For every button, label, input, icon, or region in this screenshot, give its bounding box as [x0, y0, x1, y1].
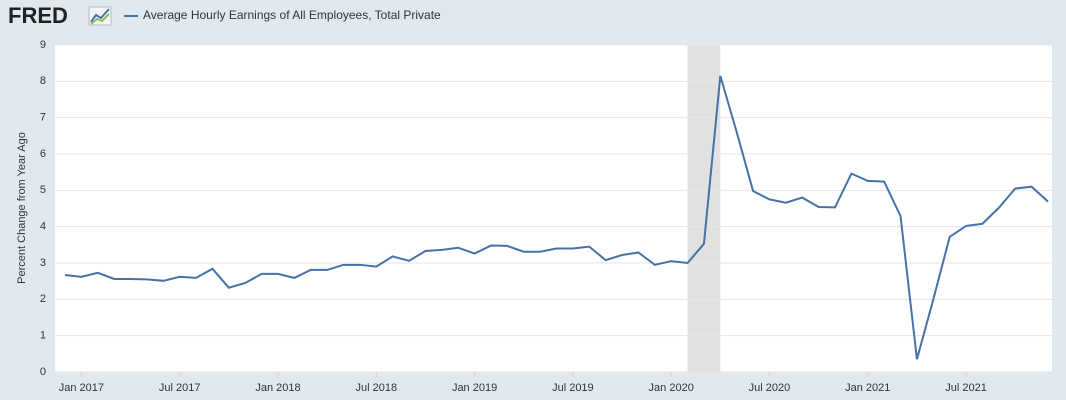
x-tick-label: Jul 2021	[945, 382, 987, 394]
recession-shading	[687, 45, 721, 372]
y-tick-label: 9	[40, 39, 46, 51]
x-tick-label: Jan 2019	[452, 382, 497, 394]
x-tick-label: Jan 2018	[255, 382, 300, 394]
logo: FRED	[8, 3, 68, 28]
y-axis-title: Percent Change from Year Ago	[16, 132, 28, 284]
y-tick-label: 4	[40, 221, 46, 233]
x-tick-label: Jan 2021	[845, 382, 890, 394]
x-tick-label: Jul 2020	[749, 382, 791, 394]
y-tick-label: 5	[40, 184, 46, 196]
series-line	[64, 75, 1049, 360]
x-tick-label: Jan 2020	[649, 382, 694, 394]
logo-icon	[88, 6, 112, 26]
x-tick-label: Jul 2018	[355, 382, 397, 394]
y-tick-label: 3	[40, 257, 46, 269]
y-tick-label: 2	[40, 293, 46, 305]
y-tick-label: 0	[40, 366, 46, 378]
plot-area	[55, 45, 1052, 372]
y-tick-label: 1	[40, 330, 46, 342]
x-tick-label: Jan 2017	[59, 382, 104, 394]
y-tick-label: 7	[40, 112, 46, 124]
y-tick-label: 8	[40, 75, 46, 87]
legend-label: Average Hourly Earnings of All Employees…	[143, 8, 441, 22]
x-tick-label: Jul 2019	[552, 382, 594, 394]
y-tick-label: 6	[40, 148, 46, 160]
x-tick-label: Jul 2017	[159, 382, 201, 394]
